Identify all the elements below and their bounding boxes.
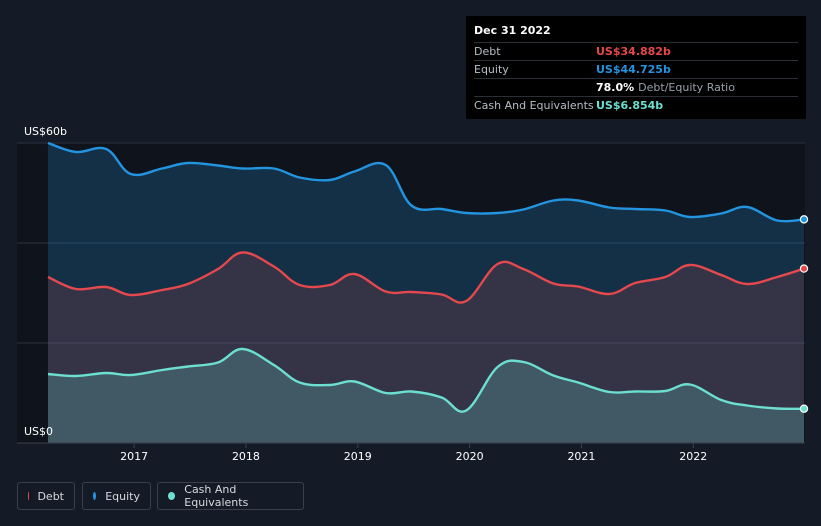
equity-endpoint[interactable]	[799, 215, 809, 224]
tooltip-row-ratio: 78.0% Debt/Equity Ratio	[474, 78, 798, 96]
tooltip-value: 78.0%	[596, 81, 635, 94]
legend-label: Debt	[37, 489, 64, 503]
series-lines	[47, 141, 805, 413]
x-axis: 2017 2018 2019 2020 2021 2022	[17, 442, 805, 463]
legend-item-cash[interactable]: Cash And Equivalents	[157, 482, 304, 510]
cash-and-equivalents-area	[48, 348, 804, 443]
tooltip-row-debt: Debt US$34.882b	[474, 42, 798, 60]
x-tick-label: 2020	[456, 450, 484, 463]
y-axis-top-label: US$60b	[24, 125, 67, 138]
x-tick-label: 2022	[679, 450, 707, 463]
tooltip-row-cash: Cash And Equivalents US$6.854b	[474, 96, 798, 114]
x-tick-label: 2019	[344, 450, 372, 463]
x-tick-label: 2017	[120, 450, 148, 463]
tooltip-date: Dec 31 2022	[474, 24, 551, 37]
tooltip-row-equity: Equity US$44.725b	[474, 60, 798, 78]
legend-label: Equity	[105, 489, 140, 503]
legend-item-debt[interactable]: Debt	[17, 482, 75, 510]
debt-endpoint[interactable]	[799, 264, 809, 273]
tooltip-value: US$44.725b	[596, 63, 671, 76]
x-tick-label: 2021	[567, 450, 595, 463]
cash-and-equivalents-endpoint[interactable]	[799, 404, 809, 413]
tooltip-label: Cash And Equivalents	[474, 99, 594, 112]
tooltip-panel: Dec 31 2022 Debt US$34.882b Equity US$44…	[466, 16, 806, 119]
debt-area	[48, 252, 804, 443]
x-tick-label: 2018	[232, 450, 260, 463]
series-endpoints	[799, 215, 809, 413]
tooltip-ratio-label: Debt/Equity Ratio	[638, 81, 735, 94]
y-axis-bottom-label: US$0	[24, 425, 53, 438]
legend-item-equity[interactable]: Equity	[82, 482, 151, 510]
cash-and-equivalents-line	[47, 347, 805, 413]
tooltip-label: Equity	[474, 63, 509, 76]
series-areas	[48, 143, 804, 443]
legend-label: Cash And Equivalents	[184, 483, 249, 509]
equity-line	[47, 141, 805, 223]
cash-legend-dot-icon	[168, 492, 176, 500]
tooltip-value: US$34.882b	[596, 45, 671, 58]
tooltip-label	[474, 79, 596, 96]
equity-legend-dot-icon	[93, 492, 97, 500]
debt-line	[47, 251, 805, 304]
tooltip-label: Debt	[474, 45, 501, 58]
tooltip-value: US$6.854b	[596, 99, 664, 112]
